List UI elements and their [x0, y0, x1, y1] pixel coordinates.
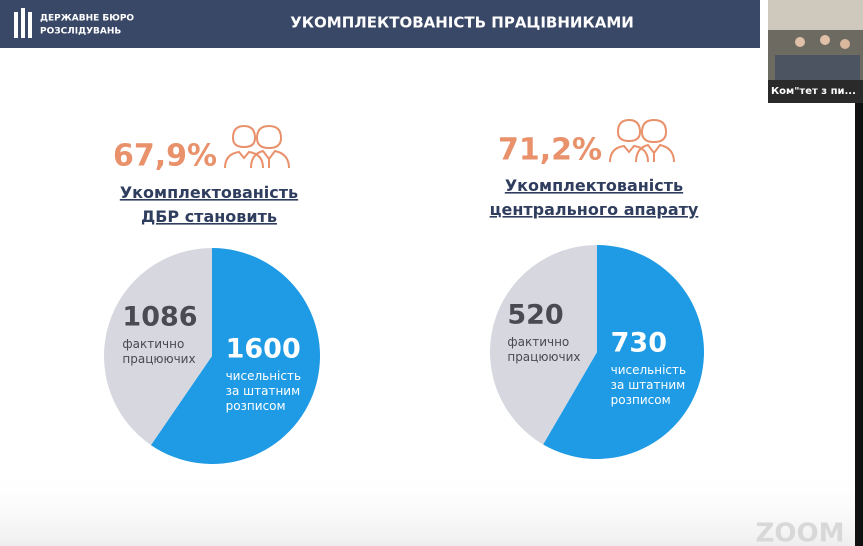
video-person: [795, 37, 805, 47]
subtitle: Укомплектованість центрального апарату: [490, 176, 699, 219]
value-label: 730: [611, 327, 667, 358]
slide-title: УКОМПЛЕКТОВАНІСТЬ ПРАЦІВНИКАМИ: [290, 14, 634, 32]
pie-slice: [489, 245, 597, 445]
pie-slice: [150, 248, 321, 464]
value-label: 1086: [122, 302, 197, 333]
value-label: 520: [507, 300, 563, 331]
value-label: 1600: [226, 333, 301, 364]
pie-slice: [543, 245, 704, 459]
video-person: [820, 35, 830, 45]
icon-part: [609, 118, 649, 163]
bottom-fade: [0, 470, 855, 546]
video-table: [775, 55, 860, 80]
logo-icon: [14, 8, 32, 38]
video-person: [840, 39, 850, 49]
people-icon: [609, 118, 675, 163]
zoom-watermark: ZOOM: [756, 519, 845, 546]
side-strip: [855, 103, 863, 546]
icon-part: [635, 118, 675, 163]
subtitle: Укомплектованість ДБР становить: [120, 183, 298, 226]
category-label: чисельність за штатним розписом: [611, 362, 686, 406]
pie-slice: [104, 248, 212, 446]
percent: 71,2%: [498, 133, 602, 168]
video-wall: [768, 0, 863, 30]
category-label: фактично працюючих: [507, 335, 580, 364]
category-label: чисельність за штатним розписом: [226, 368, 301, 412]
category-label: фактично працюючих: [122, 337, 195, 366]
video-label-bg: [768, 80, 863, 103]
percent: 67,9%: [113, 139, 217, 174]
people-icon: [224, 124, 290, 169]
video-thumbnail[interactable]: Ком"тет з пи...: [768, 0, 863, 103]
logo-text: ДЕРЖАВНЕ БЮРО: [40, 14, 134, 24]
icon-part: [250, 124, 290, 169]
logo-text: РОЗСЛІДУВАНЬ: [40, 27, 121, 37]
participant-name: Ком"тет з пи...: [771, 86, 856, 97]
icon-part: [224, 124, 264, 169]
header-bar: [0, 0, 760, 48]
